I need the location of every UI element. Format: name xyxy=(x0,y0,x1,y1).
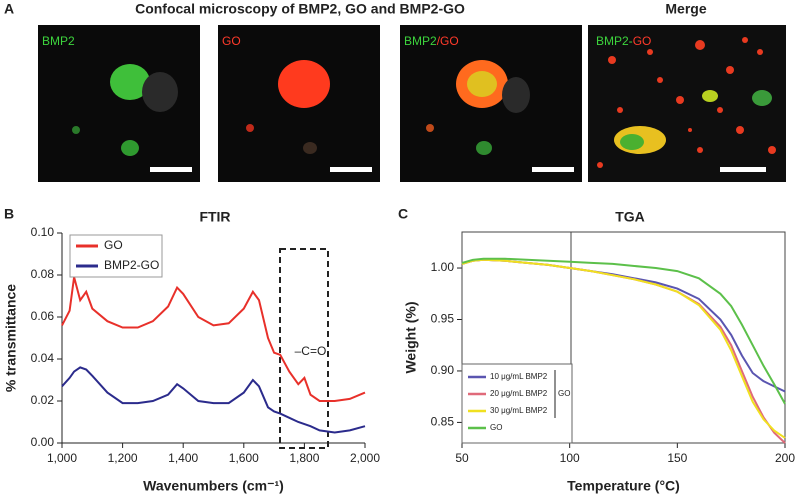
legend-label: GO xyxy=(104,238,123,252)
image-label: BMP2/GO xyxy=(404,34,459,48)
y-tick-label: 0.95 xyxy=(431,312,455,326)
label-part: BMP2 xyxy=(42,34,75,48)
y-tick-label: 0.00 xyxy=(31,435,55,449)
y-tick-label: 0.08 xyxy=(31,267,55,281)
legend-label: GO xyxy=(490,423,502,432)
micrograph: BMP2 xyxy=(38,25,200,182)
legend-label: BMP2-GO xyxy=(104,258,159,272)
x-tick-label: 150 xyxy=(667,451,687,465)
label-part: BMP2- xyxy=(596,34,633,48)
y-tick-label: 1.00 xyxy=(431,260,455,274)
x-axis-title: Wavenumbers (cm⁻¹) xyxy=(143,478,284,494)
x-tick-label: 2,000 xyxy=(350,451,380,465)
plot-frame xyxy=(461,231,786,444)
x-tick-label: 1,000 xyxy=(47,451,77,465)
x-tick-label: 50 xyxy=(455,451,469,465)
chart-title: TGA xyxy=(615,209,645,225)
y-axis-title: % transmittance xyxy=(3,284,19,392)
x-tick-label: 1,800 xyxy=(289,451,319,465)
x-tick-label: 1,400 xyxy=(168,451,198,465)
data-line xyxy=(61,276,366,402)
data-line xyxy=(461,258,786,439)
image-label: GO xyxy=(222,34,241,48)
label-part: BMP2 xyxy=(404,34,437,48)
micrograph: GO xyxy=(218,25,380,182)
legend-label: 20 μg/mL BMP2 xyxy=(490,389,548,398)
chart-title: FTIR xyxy=(199,209,230,225)
figure-title: Confocal microscopy of BMP2, GO and BMP2… xyxy=(135,1,465,17)
legend-box xyxy=(69,234,163,278)
merge-title: Merge xyxy=(665,1,706,17)
x-axis-title: Temperature (°C) xyxy=(567,478,680,494)
data-line xyxy=(461,257,786,405)
legend-group-label: GO xyxy=(558,389,570,398)
y-tick-label: 0.02 xyxy=(31,393,55,407)
y-tick-label: 0.10 xyxy=(31,225,55,239)
x-tick-label: 1,600 xyxy=(229,451,259,465)
label-part: /GO xyxy=(437,34,459,48)
data-line xyxy=(61,366,366,434)
micrograph: BMP2-GO xyxy=(588,25,786,182)
annotation: –C=O xyxy=(295,344,327,358)
legend-label: 10 μg/mL BMP2 xyxy=(490,372,548,381)
y-tick-label: 0.90 xyxy=(431,363,455,377)
panel-label: C xyxy=(398,206,408,222)
panel-label: A xyxy=(4,1,14,17)
label-part: GO xyxy=(633,34,652,48)
micrograph: BMP2/GO xyxy=(400,25,582,182)
image-label: BMP2 xyxy=(42,34,75,48)
y-tick-label: 0.85 xyxy=(431,415,455,429)
y-tick-label: 0.04 xyxy=(31,351,55,365)
legend-label: 30 μg/mL BMP2 xyxy=(490,406,548,415)
x-tick-label: 100 xyxy=(560,451,580,465)
y-tick-label: 0.06 xyxy=(31,309,55,323)
x-tick-label: 1,200 xyxy=(108,451,138,465)
panel-label: B xyxy=(4,206,14,222)
y-axis-title: Weight (%) xyxy=(403,301,419,373)
x-tick-label: 200 xyxy=(775,451,795,465)
label-part: GO xyxy=(222,34,241,48)
image-label: BMP2-GO xyxy=(596,34,651,48)
